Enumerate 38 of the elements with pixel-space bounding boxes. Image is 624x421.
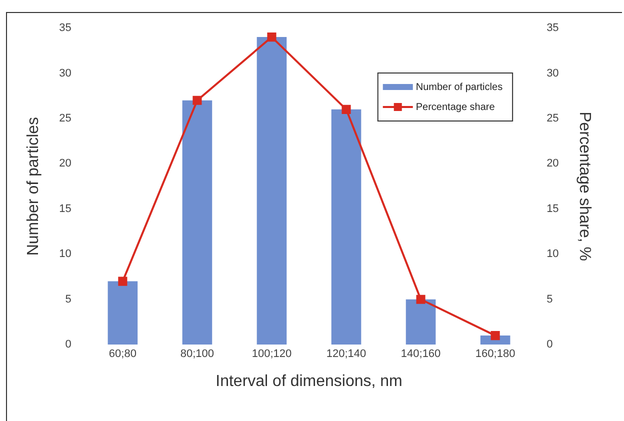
bar [256,37,287,345]
point [192,96,202,105]
y2-tick-label: 20 [546,158,559,170]
y-axis-title: Number of particles [25,116,42,256]
y-tick-label: 20 [59,158,72,170]
y2-tick-label: 25 [546,112,559,124]
point [490,331,500,340]
bar [331,109,362,345]
y-tick-label: 0 [65,338,72,351]
legend-label: Number of particles [416,82,503,93]
y2-tick-label: 15 [546,202,559,215]
x-tick-label: 160;180 [475,348,516,360]
x-tick-label: 140;160 [400,348,441,360]
point [267,32,276,42]
y2-axis-title: Percentage share, % [576,112,593,262]
y-tick-label: 25 [59,112,72,124]
point [342,104,351,114]
x-tick-label: 120;140 [326,348,366,360]
x-tick-label: 60;80 [108,348,136,360]
bar [108,281,138,345]
x-tick-label: 80;100 [180,348,214,360]
y-tick-label: 30 [59,67,72,80]
bar [406,299,436,345]
y-tick-label: 10 [59,248,72,260]
legend-label: Percentage share [416,102,496,113]
x-tick-label: 100;120 [252,348,292,360]
point [118,276,128,286]
y-tick-label: 35 [59,22,72,34]
y2-tick-label: 30 [546,67,559,80]
y-tick-label: 15 [59,202,72,215]
x-axis-title: Interval of dimensions, nm [216,372,402,390]
point [416,294,426,304]
y2-tick-label: 10 [546,248,559,260]
y2-tick-label: 35 [546,22,559,34]
bar [182,100,212,345]
y-tick-label: 5 [65,293,72,306]
y2-tick-label: 5 [546,293,553,306]
y2-tick-label: 0 [546,338,553,351]
